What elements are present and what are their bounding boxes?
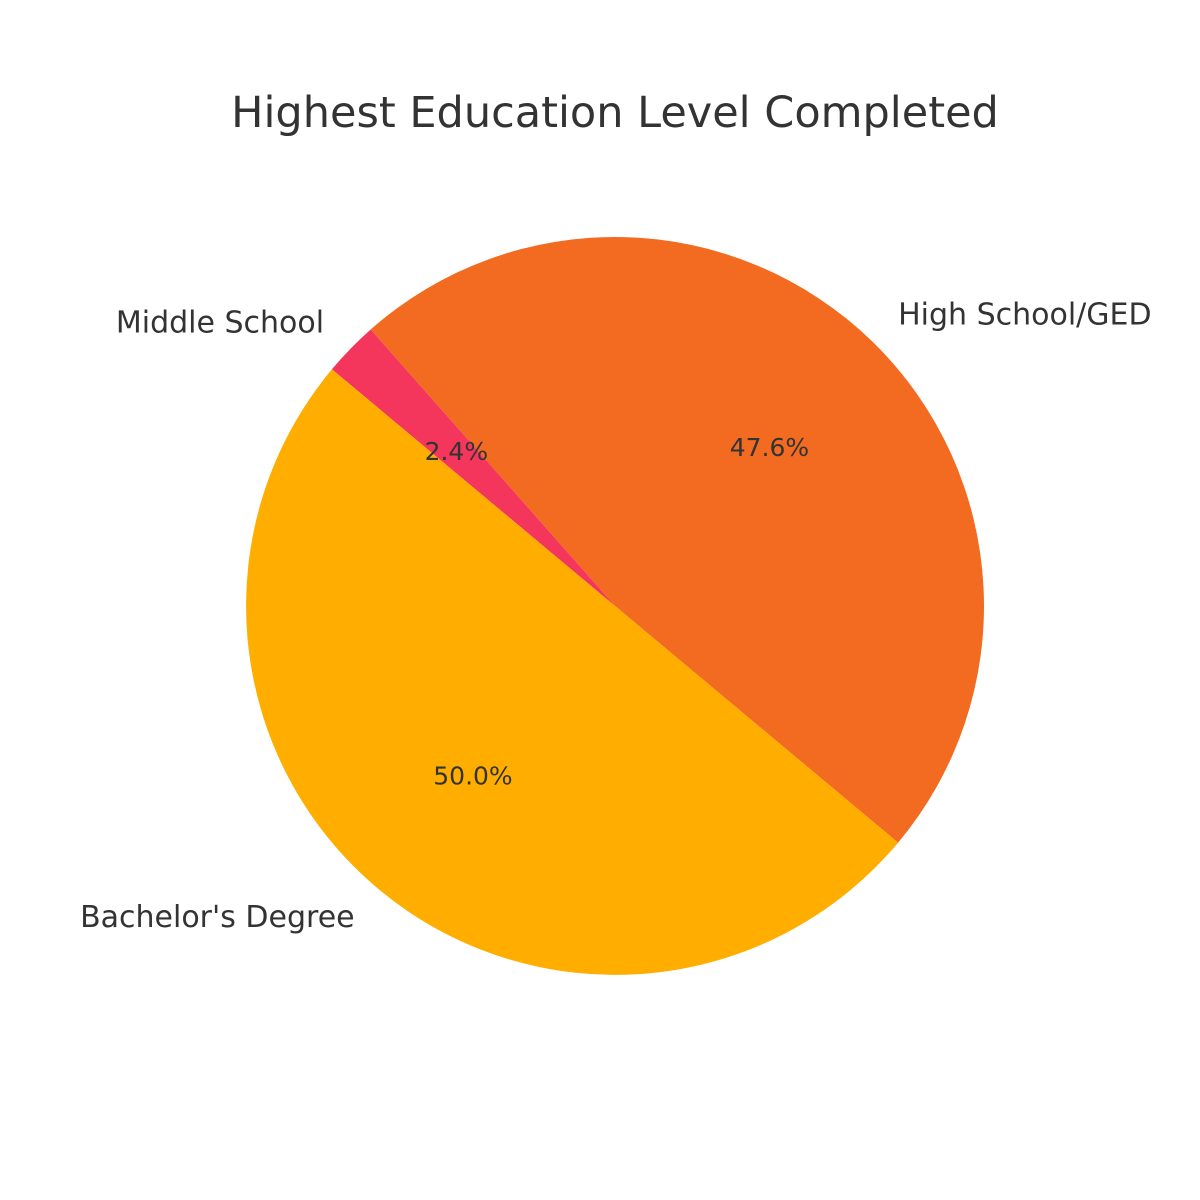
pie-slice-bachelor-s-degree bbox=[246, 369, 899, 975]
pie-slice-high-school-ged bbox=[370, 237, 985, 843]
slice-percent-bachelor-s-degree: 50.0% bbox=[433, 761, 512, 790]
slice-label-high-school-ged: High School/GED bbox=[898, 298, 1151, 333]
slice-percent-high-school-ged: 47.6% bbox=[730, 433, 809, 462]
slice-label-middle-school: Middle School bbox=[116, 305, 324, 340]
slice-label-bachelor-s-degree: Bachelor's Degree bbox=[80, 900, 355, 935]
slice-percent-middle-school: 2.4% bbox=[425, 437, 489, 466]
chart-title: Highest Education Level Completed bbox=[231, 88, 999, 138]
pie-slice-middle-school bbox=[331, 329, 615, 606]
pie-labels: High School/GED 47.6% Middle School 2.4% Bac… bbox=[80, 298, 1152, 935]
pie-slices bbox=[246, 237, 985, 975]
